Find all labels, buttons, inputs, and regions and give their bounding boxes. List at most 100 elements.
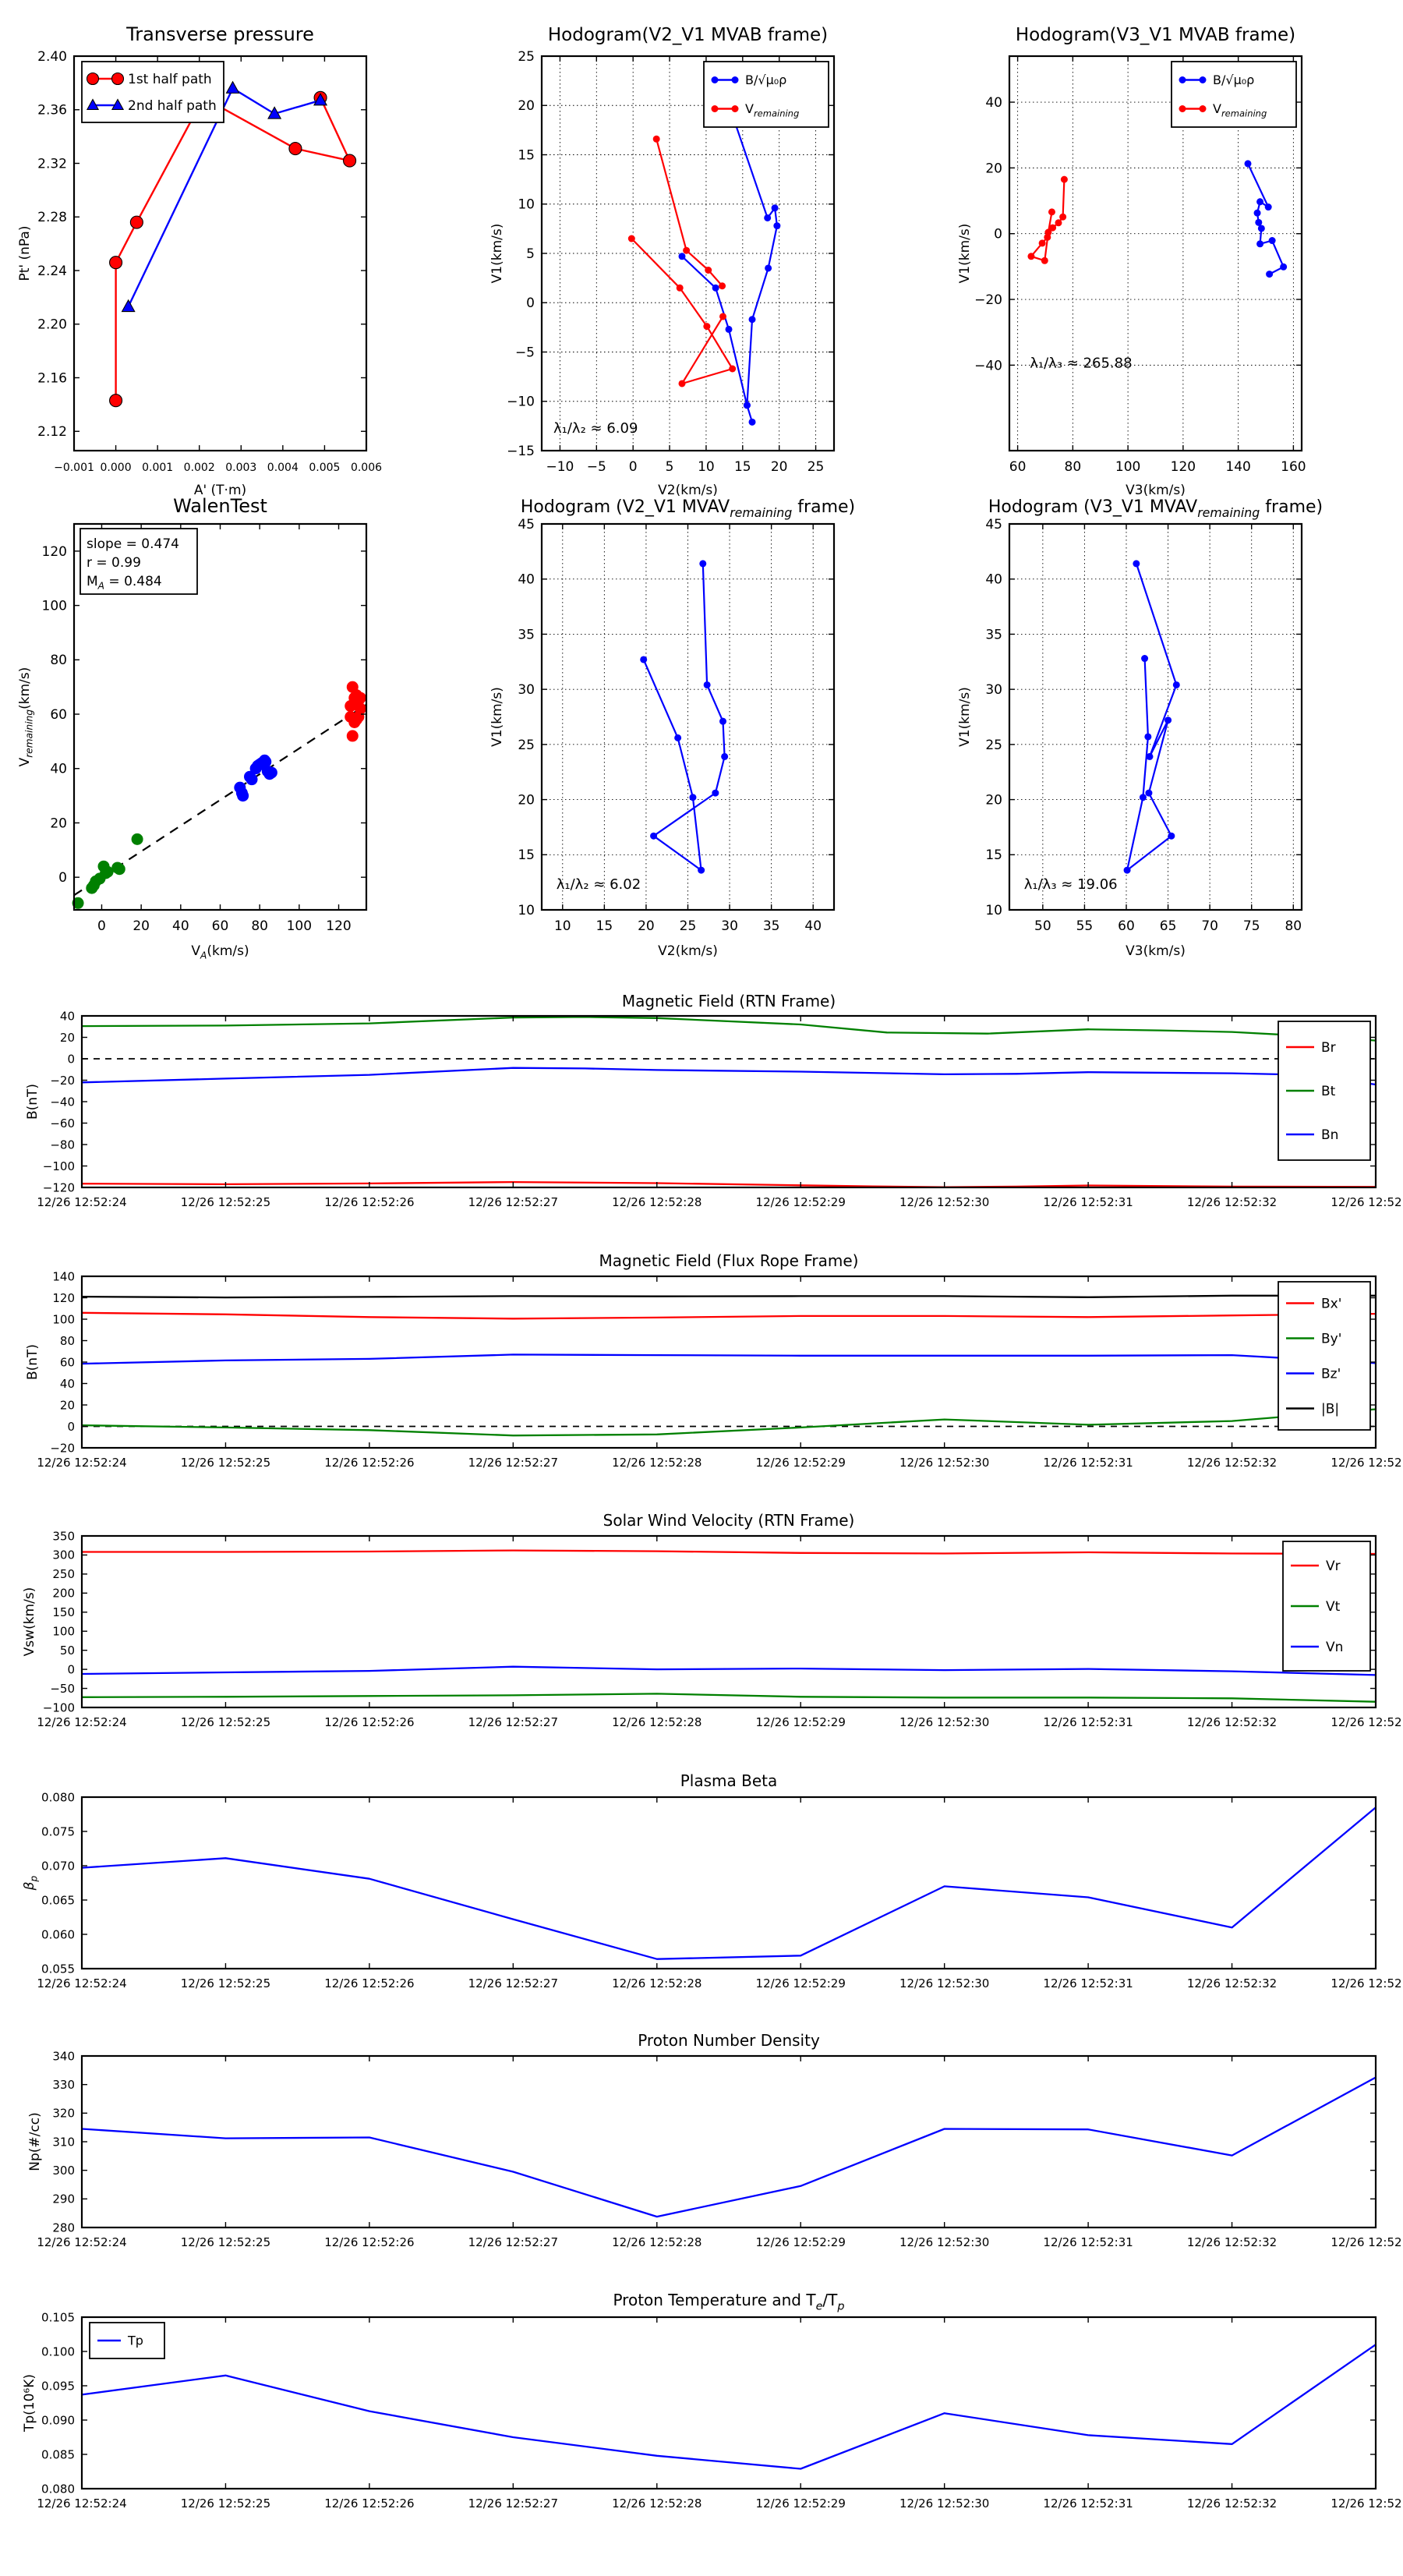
walen-test-ytick-label: 20	[50, 816, 67, 831]
vsw-rtn-ylabel: Vsw(km/s)	[22, 1587, 37, 1657]
point-marker	[1257, 225, 1265, 232]
point-marker	[676, 284, 684, 292]
chart-walen-test: 0 20 40 60 80 100 120 0 20 40 60 80 100 120 WalenTest V…	[17, 495, 368, 961]
hodogram-v3v1-mvav-series-V	[1126, 563, 1178, 872]
hodogram-v2v1-mvab-series-blue	[681, 255, 748, 406]
hodogram-v3v1-mvav-xtick-label: 60	[1118, 918, 1135, 934]
b-fluxrope-xtick-label: 12/26 12:52:25	[181, 1456, 270, 1470]
b-fluxrope-xtick-label: 12/26 12:52:29	[756, 1456, 846, 1470]
hodogram-v3v1-mvab-xtick-label: 140	[1225, 459, 1250, 475]
vsw-rtn-series-Vr	[82, 1549, 1376, 1555]
hodogram-v3v1-mvab-xlabel: V3(km/s)	[1126, 483, 1186, 498]
hodogram-v2v1-mvab-xtick-label: 10	[698, 459, 715, 475]
proton-density-ytick-label: 300	[52, 2164, 75, 2178]
vsw-rtn-ytick-label: −50	[50, 1682, 75, 1696]
point-marker	[1145, 789, 1153, 797]
b-rtn-frame	[80, 1014, 1377, 1189]
plasma-beta-xtick-label: 12/26 12:52:33	[1331, 1976, 1403, 1990]
hodogram-v2v1-mvab-ytick-label: 10	[518, 197, 535, 213]
hodogram-v3v1-mvav-title: Hodogram (V3_V1 MVAVremaining frame)	[988, 497, 1323, 520]
hodogram-v2v1-mvav-ylabel: V1(km/s)	[489, 687, 505, 747]
hodogram-v2v1-mvab-xtick-label: 5	[666, 459, 674, 475]
point-marker	[1049, 224, 1057, 232]
chart-plasma-beta: 12/26 12:52:24 12/26 12:52:25 12/26 12:52:…	[22, 1771, 1403, 1990]
proton-density-frame	[80, 2054, 1377, 2229]
hodogram-v3v1-mvav-ytick-label: 20	[985, 793, 1002, 809]
point-marker	[1139, 794, 1147, 801]
plasma-beta-ytick-label: 0.065	[41, 1893, 75, 1907]
vsw-rtn-ytick-label: 300	[52, 1548, 75, 1562]
point-marker	[1146, 752, 1154, 760]
walen-test-xtick-label: 60	[212, 918, 229, 934]
b-rtn-xtick-label: 12/26 12:52:29	[756, 1195, 846, 1209]
proton-density-xtick-label: 12/26 12:52:26	[324, 2235, 414, 2249]
b-fluxrope-legend	[1278, 1281, 1371, 1431]
point-marker	[1266, 271, 1274, 278]
point-marker	[1038, 239, 1046, 247]
b-rtn-ytick-label: 20	[60, 1031, 75, 1045]
plasma-beta-title: Plasma Beta	[680, 1771, 778, 1790]
hodogram-v2v1-mvav-xtick-label: 30	[721, 918, 738, 934]
legend-label: |B|	[1321, 1401, 1339, 1417]
hodogram-v3v1-mvab-xtick-label: 120	[1171, 459, 1196, 475]
proton-density-xtick-label: 12/26 12:52:33	[1331, 2235, 1403, 2249]
point-marker	[748, 316, 756, 324]
point-marker	[354, 692, 366, 704]
vsw-rtn-xtick-label: 12/26 12:52:27	[468, 1715, 558, 1729]
point-marker	[711, 105, 719, 112]
hodogram-v3v1-mvav-xtick-label: 80	[1285, 918, 1302, 934]
hodogram-v3v1-mvab-ytick-label: 40	[985, 95, 1002, 111]
walen-test-xtick-label: 80	[251, 918, 268, 934]
hodogram-v3v1-mvav-xtick-label: 65	[1160, 918, 1177, 934]
point-marker	[689, 794, 697, 801]
proton-temp-xtick-label: 12/26 12:52:25	[181, 2496, 270, 2511]
transverse-pressure-series-1st half path	[115, 97, 351, 401]
hodogram-v3v1-mvav-xtick-label: 55	[1076, 918, 1094, 934]
b-fluxrope-xtick-label: 12/26 12:52:28	[612, 1456, 702, 1470]
walen-test-xlabel: VA(km/s)	[191, 943, 249, 961]
point-marker	[1059, 213, 1067, 221]
point-marker	[1255, 218, 1263, 226]
vsw-rtn-series-Vn	[81, 1665, 1376, 1676]
hodogram-v2v1-mvab-ylabel: V1(km/s)	[489, 224, 505, 284]
point-marker	[246, 773, 258, 786]
point-marker	[771, 204, 779, 212]
b-fluxrope-series-By'	[81, 1408, 1376, 1437]
point-marker	[109, 394, 123, 408]
transverse-pressure-xtick-label: 0.001	[142, 462, 173, 474]
transverse-pressure-ytick-label: 2.20	[37, 317, 67, 333]
point-marker	[1164, 717, 1172, 724]
b-rtn-ytick-label: −80	[50, 1138, 75, 1152]
hodogram-v2v1-mvab-xtick-label: 0	[629, 459, 638, 475]
point-marker	[1141, 655, 1149, 663]
legend-label: 1st half path	[128, 72, 212, 87]
point-marker	[1027, 253, 1035, 260]
hodogram-v3v1-mvav-xtick-label: 50	[1034, 918, 1051, 934]
plasma-beta-xtick-label: 12/26 12:52:24	[37, 1976, 126, 1990]
hodogram-v3v1-mvav-ytick-label: 30	[985, 682, 1002, 698]
b-fluxrope-ytick-label: 60	[60, 1355, 75, 1369]
transverse-pressure-ytick-label: 2.32	[37, 156, 67, 172]
hodogram-v2v1-mvab-frame	[540, 55, 836, 452]
hodogram-v2v1-mvav-ytick-label: 35	[518, 627, 535, 642]
b-fluxrope-frame	[80, 1275, 1377, 1449]
hodogram-v2v1-mvav-xtick-label: 20	[638, 918, 655, 934]
proton-density-ytick-label: 310	[52, 2135, 75, 2149]
hodogram-v3v1-mvav-ytick-label: 45	[985, 517, 1002, 533]
hodogram-v2v1-mvab-xtick-label: −5	[587, 459, 606, 475]
vsw-rtn-xtick-label: 12/26 12:52:29	[756, 1715, 846, 1729]
chart-proton-temp: 12/26 12:52:24 12/26 12:52:25 12/26 12:52:…	[22, 2291, 1403, 2511]
vsw-rtn-frame	[80, 1534, 1377, 1709]
proton-temp-title: Proton Temperature and Te/Tp	[613, 2291, 844, 2312]
b-fluxrope-ylabel: B(nT)	[25, 1344, 41, 1380]
point-marker	[698, 866, 705, 874]
vsw-rtn-ytick-label: 100	[52, 1624, 75, 1638]
point-marker	[343, 154, 357, 168]
hodogram-v2v1-mvav-frame	[540, 522, 836, 911]
plasma-beta-xtick-label: 12/26 12:52:25	[181, 1976, 270, 1990]
hodogram-v3v1-mvab-xtick-label: 160	[1281, 459, 1306, 475]
b-fluxrope-ytick-label: 120	[52, 1291, 75, 1305]
b-fluxrope-ytick-label: 0	[67, 1420, 75, 1434]
legend-label: B/√μ₀ρ	[745, 73, 786, 87]
